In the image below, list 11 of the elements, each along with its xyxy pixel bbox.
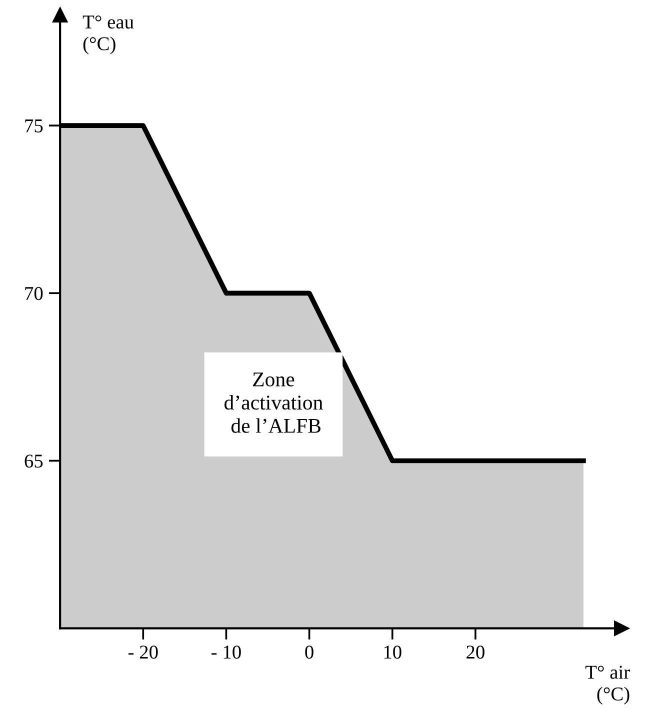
x-tick-label: 10 [384, 646, 402, 659]
x-tick-label: - 20 [128, 646, 158, 659]
y-tick-label: 70 [25, 286, 43, 300]
y-tick-label: 75 [25, 120, 43, 132]
annotation: Zone d’activation de l’ALFB [224, 372, 323, 433]
x-tick-label: - 10 [212, 646, 241, 659]
y-axis-title: T° eau (°C) [82, 15, 134, 54]
x-tick-label: 0 [305, 646, 314, 659]
x-tick-label: 20 [466, 646, 484, 659]
y-tick-label: 65 [24, 454, 43, 468]
x-axis-title: T° air (°C) [585, 666, 630, 704]
